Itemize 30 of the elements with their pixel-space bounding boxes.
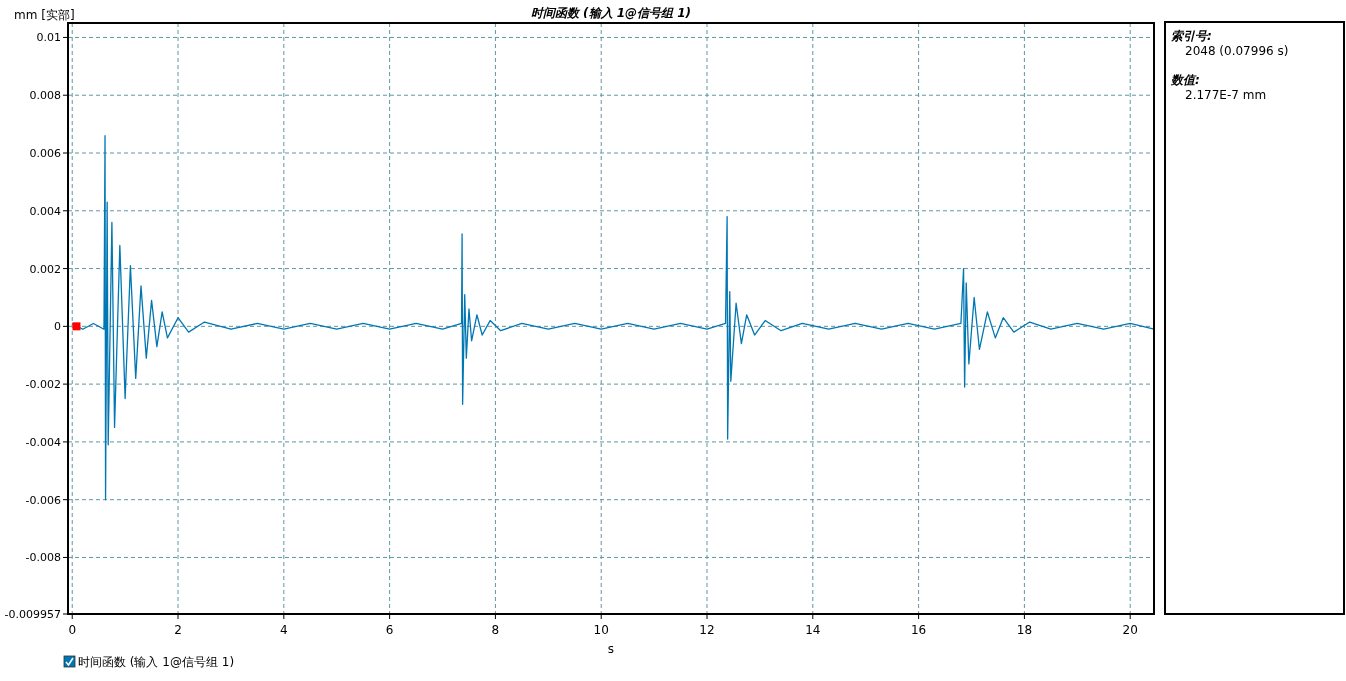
chart-title: 时间函数 (输入 1@信号组 1) xyxy=(530,6,692,20)
x-tick-label: 10 xyxy=(593,623,609,637)
legend-label: 时间函数 (输入 1@信号组 1) xyxy=(78,655,235,669)
y-tick-label: 0 xyxy=(54,320,61,334)
text: 2.177E-7 mm xyxy=(1185,88,1267,102)
y-tick-label: -0.006 xyxy=(25,493,61,507)
text: 数值: xyxy=(1170,73,1200,87)
y-tick-label: 0.01 xyxy=(36,31,61,45)
y-tick-label: -0.002 xyxy=(25,378,61,392)
y-tick-label: -0.009957 xyxy=(4,608,61,621)
x-tick-label: 12 xyxy=(699,623,715,637)
x-tick-label: 14 xyxy=(805,623,821,637)
x-tick-label: 6 xyxy=(385,623,394,637)
y-tick-label: 0.006 xyxy=(29,147,61,160)
y-axis-title: mm [实部] xyxy=(14,8,75,22)
y-tick-label: 0.002 xyxy=(29,262,61,276)
x-tick-label: 20 xyxy=(1122,623,1138,637)
x-tick-label: 16 xyxy=(910,623,927,637)
y-tick-label: -0.008 xyxy=(25,551,61,565)
x-tick-label: 0 xyxy=(68,623,77,637)
y-tick-label: -0.004 xyxy=(25,435,61,449)
x-tick-label: 8 xyxy=(491,623,500,637)
y-tick-label: 0.008 xyxy=(29,89,61,103)
text: 2048 (0.07996 s) xyxy=(1185,44,1289,58)
x-tick-label: 2 xyxy=(174,623,182,637)
x-tick-label: 18 xyxy=(1016,623,1033,637)
x-axis-title: s xyxy=(607,642,615,656)
y-tick-label: 0.004 xyxy=(29,204,61,218)
x-tick-label: 4 xyxy=(280,623,288,637)
text: 索引号: xyxy=(1171,29,1212,43)
